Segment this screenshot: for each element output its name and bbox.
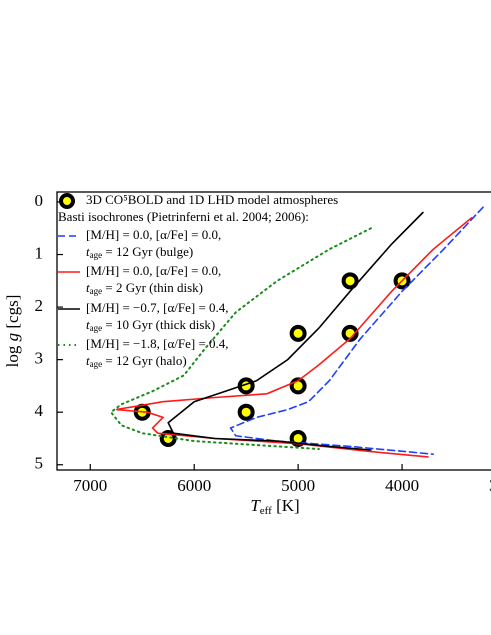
model-point <box>289 324 307 342</box>
legend-marker <box>59 193 75 209</box>
y-label-symbol: g <box>3 333 22 342</box>
legend-label: [M/H] = −0.7, [α/Fe] = 0.4, <box>86 300 229 315</box>
legend-note: tage = 2 Gyr (thin disk) <box>86 280 203 296</box>
legend-note-sub: age <box>90 323 103 333</box>
x-tick-label: 7000 <box>73 476 107 495</box>
x-tick-label: 5000 <box>281 476 315 495</box>
x-label-symbol: T <box>250 496 261 515</box>
legend-note: tage = 12 Gyr (halo) <box>86 353 187 369</box>
y-tick-label: 4 <box>35 401 44 420</box>
y-tick-label: 5 <box>35 454 44 473</box>
x-tick-label: 6000 <box>177 476 211 495</box>
legend-label: [M/H] = 0.0, [α/Fe] = 0.0, <box>86 227 221 242</box>
legend-note-t: t <box>86 317 90 332</box>
legend-note: tage = 12 Gyr (bulge) <box>86 244 193 260</box>
legend-note-t: t <box>86 353 90 368</box>
legend-heading: Basti isochrones (Pietrinferni et al. 20… <box>58 209 309 224</box>
legend-note-sub: age <box>90 359 103 369</box>
legend-note-text: = 2 Gyr (thin disk) <box>102 280 203 295</box>
x-tick-label: 4000 <box>385 476 419 495</box>
model-point <box>341 324 359 342</box>
x-axis-label: Teff [K] <box>250 496 299 517</box>
y-label-unit: [cgs] <box>3 295 22 333</box>
model-point <box>341 272 359 290</box>
legend-note-sub: age <box>90 286 103 296</box>
legend-label: 3D CO⁵BOLD and 1D LHD model atmospheres <box>86 192 338 207</box>
model-point <box>237 403 255 421</box>
legend-note: tage = 10 Gyr (thick disk) <box>86 317 215 333</box>
y-tick-label: 2 <box>35 296 44 315</box>
y-tick-label: 1 <box>35 243 44 262</box>
isochrone-line <box>109 227 372 450</box>
legend-note-text: = 12 Gyr (bulge) <box>102 244 193 259</box>
isochrone-line <box>167 211 424 451</box>
legend-note-text: = 10 Gyr (thick disk) <box>102 317 215 332</box>
plot-frame <box>56 191 491 471</box>
y-label-log: log <box>3 341 22 367</box>
x-tick-label: 3000 <box>489 476 491 495</box>
y-tick-label: 3 <box>35 349 44 368</box>
legend-label: [M/H] = −1.8, [α/Fe] = 0.4, <box>86 336 229 351</box>
x-label-unit: [K] <box>272 496 300 515</box>
y-tick-label: 0 <box>35 191 44 210</box>
y-axis-label: log g [cgs] <box>3 295 22 368</box>
x-label-subscript: eff <box>260 505 272 517</box>
legend-note-t: t <box>86 244 90 259</box>
legend-note-text: = 12 Gyr (halo) <box>102 353 187 368</box>
legend-label: [M/H] = 0.0, [α/Fe] = 0.0, <box>86 263 221 278</box>
legend-note-sub: age <box>90 250 103 260</box>
legend-note-t: t <box>86 280 90 295</box>
